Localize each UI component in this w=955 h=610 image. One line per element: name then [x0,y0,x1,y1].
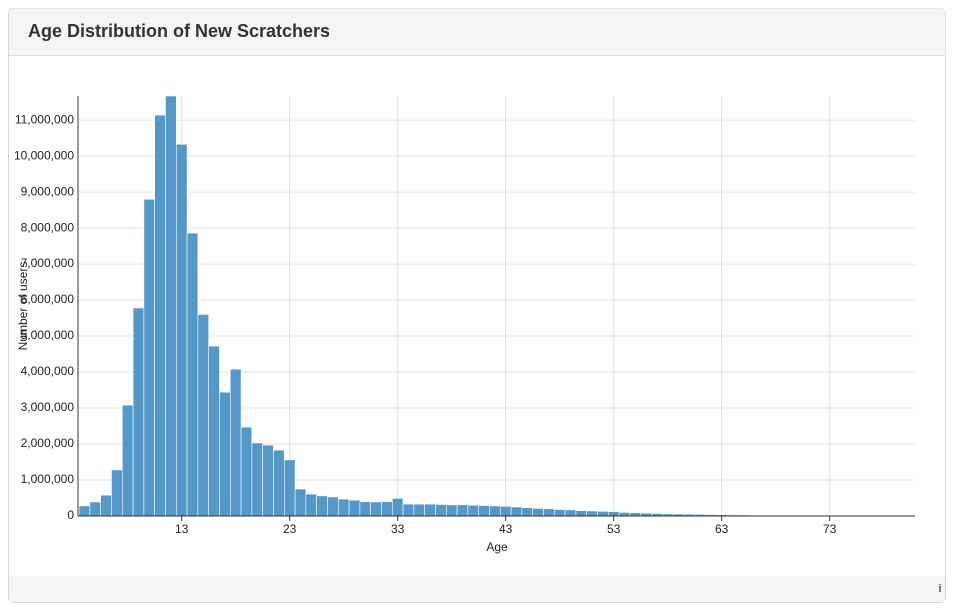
bar [607,511,620,517]
info-icon[interactable]: i [938,583,941,595]
panel-title: Age Distribution of New Scratchers [28,21,330,41]
bar [402,503,415,517]
panel-header [9,8,946,56]
bar [294,488,307,517]
panel-footer [9,576,945,602]
bar [219,391,231,517]
bar [348,499,361,517]
x-tick-label: 63 [715,522,729,536]
bar [381,501,393,517]
x-tick-label: 53 [607,522,621,536]
bar [586,510,598,517]
x-axis-label: Age [486,540,508,554]
x-tick-label: 73 [823,522,837,536]
bar [575,510,587,517]
bar [208,345,220,517]
bar [391,498,404,517]
bar [532,508,544,517]
bar [262,444,274,517]
bar [121,404,134,517]
bar [521,507,533,517]
x-tick-label: 23 [283,522,297,536]
y-tick-label: 11,000,000 [15,112,74,126]
y-tick-label: 3,000,000 [21,400,75,414]
y-axis-label: Number of users [16,262,30,351]
bar [510,506,523,517]
bar [424,503,436,517]
bar [165,95,177,517]
y-tick-label: 7,000,000 [21,256,75,270]
bar [618,512,631,517]
bar [175,143,188,517]
bar [413,503,425,517]
bar [435,504,447,517]
y-tick-label: 9,000,000 [21,184,75,198]
y-tick-label: 10,000,000 [14,148,74,162]
y-tick-label: 2,000,000 [21,436,75,450]
bar [229,368,242,517]
bar [132,307,145,517]
bar [337,498,350,517]
bar [478,505,490,517]
bar [89,501,101,517]
bar [327,496,339,517]
bar [100,494,112,517]
bar [467,504,479,517]
bar [143,198,155,517]
bar [251,442,263,517]
bar [316,495,328,517]
y-tick-label: 5,000,000 [21,328,75,342]
bar [197,314,209,517]
x-tick-label: 13 [175,522,189,536]
bar [489,505,501,517]
bar [499,505,512,517]
bar [154,114,166,517]
bar [186,232,199,517]
bar [359,501,371,517]
bar [597,511,609,517]
bar [283,459,296,517]
bar [240,426,253,517]
bar [273,449,285,517]
bar [456,504,469,517]
bar [553,509,566,517]
y-tick-label: 0 [67,508,74,522]
bar [564,509,577,517]
bar [543,508,555,517]
x-tick-label: 33 [391,522,405,536]
bar [78,505,91,517]
bar [370,501,382,517]
y-tick-label: 4,000,000 [21,364,75,378]
bar [111,469,123,517]
y-tick-label: 6,000,000 [21,292,75,306]
bar [305,493,317,517]
y-tick-label: 1,000,000 [21,472,75,486]
y-tick-label: 8,000,000 [21,220,75,234]
x-tick-label: 43 [499,522,513,536]
bar [445,504,458,517]
